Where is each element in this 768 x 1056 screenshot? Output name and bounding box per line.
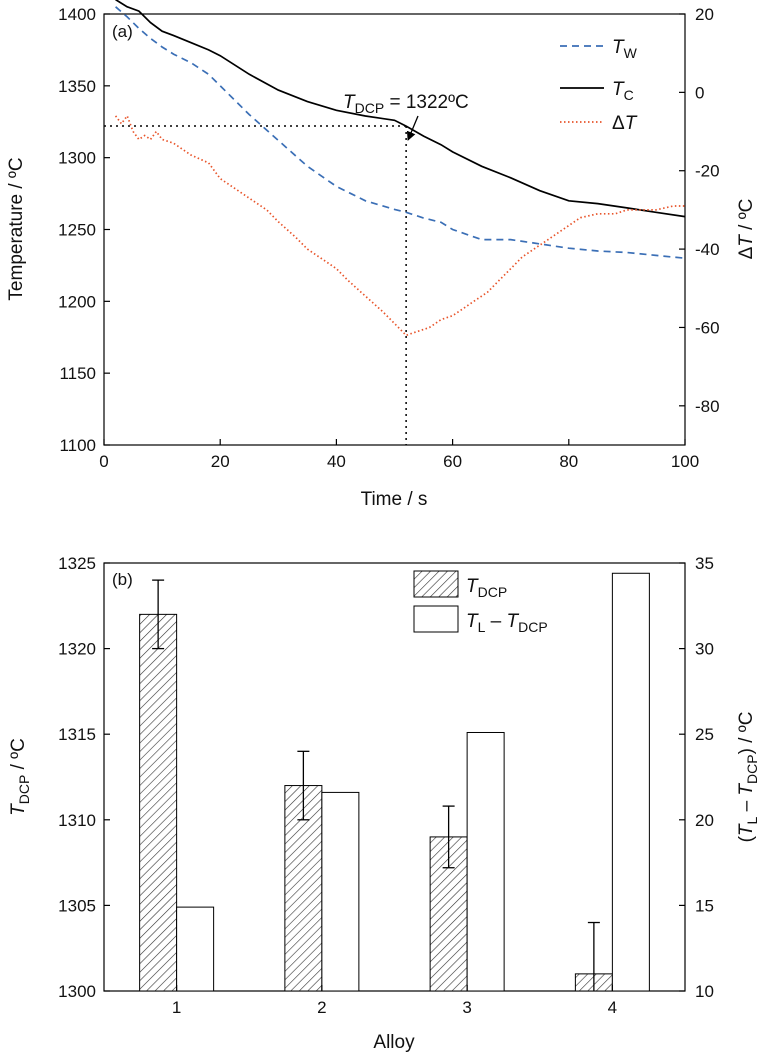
- y-tick-label-left: 1305: [58, 896, 96, 915]
- y-tick-label-right: 20: [695, 811, 714, 830]
- x-tick-label: 0: [99, 452, 108, 471]
- annotation-label-value: = 1322ºC: [384, 92, 469, 113]
- annotation-arrow: [406, 115, 419, 141]
- x-tick-label: 80: [559, 452, 578, 471]
- series-line-tw: [115, 6, 686, 260]
- legend-b: TDCP TL – TDCP: [413, 570, 548, 635]
- legend-label-dt: ΔT: [612, 113, 638, 134]
- y-tick-label-right: 0: [695, 83, 704, 102]
- x-tick-label: 2: [317, 998, 326, 1017]
- plot-frame-a: [103, 13, 686, 446]
- legend-a: TW TC ΔT: [560, 37, 638, 134]
- y-axis-label-right-b: (TL – TDCP) / ºC: [736, 712, 760, 843]
- bar-tdcp: [139, 613, 178, 992]
- y-axis-label-left-a: Temperature / ºC: [6, 157, 27, 300]
- axis-ticks: 1 2 3 4 1300 1305 1310 1315 1320 1325 10 15 20 25 30 35: [58, 554, 714, 1017]
- y-tick-label-left: 1315: [58, 725, 96, 744]
- annotation-label-sub: DCP: [355, 100, 385, 116]
- y-tick-label-left: 1100: [59, 436, 96, 455]
- annotation-label-main: T: [343, 92, 356, 113]
- y-tick-label-right: -60: [695, 318, 720, 337]
- y-tick-label-right: -80: [695, 397, 720, 416]
- plot-frame-b: [103, 562, 686, 992]
- y-tick-label-left: 1200: [58, 292, 96, 311]
- y-tick-label-left: 1150: [59, 364, 96, 383]
- chart-panel-a: 0 20 40 60 80 100 1100 1150 1200 1250 1300 1350 1400…: [6, 0, 757, 510]
- y-tick-label-right: 15: [695, 896, 714, 915]
- legend-label-tdcp: TDCP: [466, 576, 507, 600]
- bar-tl-minus-tdcp: [466, 731, 505, 992]
- x-tick-label: 1: [172, 998, 181, 1017]
- y-axis-label-right-a: ΔT / ºC: [736, 199, 757, 260]
- y-tick-label-right: 20: [695, 5, 714, 24]
- y-axis-label-left-b: TDCP / ºC: [8, 738, 32, 816]
- y-tick-label-left: 1310: [58, 811, 96, 830]
- chart-panel-b: 1 2 3 4 1300 1305 1310 1315 1320 1325 10 15 20 25 30 35…: [8, 554, 760, 1053]
- bar-tl-minus-tdcp: [176, 906, 215, 992]
- y-tick-label-right: 30: [695, 640, 714, 659]
- svg-text:TDCP = 1322ºC: TDCP = 1322ºC: [343, 92, 469, 116]
- y-tick-label-right: 25: [695, 725, 714, 744]
- legend-swatch-tdcp: [413, 570, 459, 598]
- y-tick-label-left: 1320: [58, 640, 96, 659]
- legend-label-tc: TC: [612, 79, 634, 103]
- x-tick-label: 40: [327, 452, 346, 471]
- x-tick-label: 60: [443, 452, 462, 471]
- series-line-tc: [115, 0, 686, 218]
- series-line-dt: [114, 114, 685, 337]
- y-tick-label-left: 1300: [58, 149, 96, 168]
- x-tick-label: 20: [211, 452, 230, 471]
- bars-group: [139, 572, 650, 992]
- x-axis-label-a: Time / s: [361, 489, 428, 510]
- y-tick-label-left: 1300: [58, 982, 96, 1001]
- legend-label-tl-minus-tdcp: TL – TDCP: [466, 611, 548, 635]
- bar-tl-minus-tdcp: [321, 791, 360, 992]
- y-tick-label-left: 1325: [58, 554, 96, 573]
- series-group: [114, 0, 686, 337]
- annotation-tdcp: TDCP = 1322ºC: [343, 92, 469, 141]
- bar-tl-minus-tdcp: [611, 572, 650, 992]
- x-axis-label-b: Alloy: [373, 1032, 415, 1053]
- x-tick-label: 3: [462, 998, 471, 1017]
- y-tick-label-left: 1350: [58, 77, 96, 96]
- y-tick-label-right: 10: [695, 982, 714, 1001]
- y-tick-label-right: -20: [695, 162, 720, 181]
- x-tick-label: 100: [671, 452, 699, 471]
- y-tick-label-right: 35: [695, 554, 714, 573]
- y-tick-label-left: 1250: [58, 221, 96, 240]
- legend-swatch-tl-minus-tdcp: [413, 605, 459, 633]
- legend-label-tw: TW: [612, 37, 638, 61]
- y-tick-label-right: -40: [695, 240, 720, 259]
- panel-label-a: (a): [112, 22, 133, 41]
- axis-ticks: 0 20 40 60 80 100 1100 1150 1200 1250 1300 1350 1400…: [58, 5, 719, 471]
- reference-lines: [104, 125, 407, 445]
- panel-label-b: (b): [112, 570, 133, 589]
- x-tick-label: 4: [608, 998, 617, 1017]
- y-tick-label-left: 1400: [58, 5, 96, 24]
